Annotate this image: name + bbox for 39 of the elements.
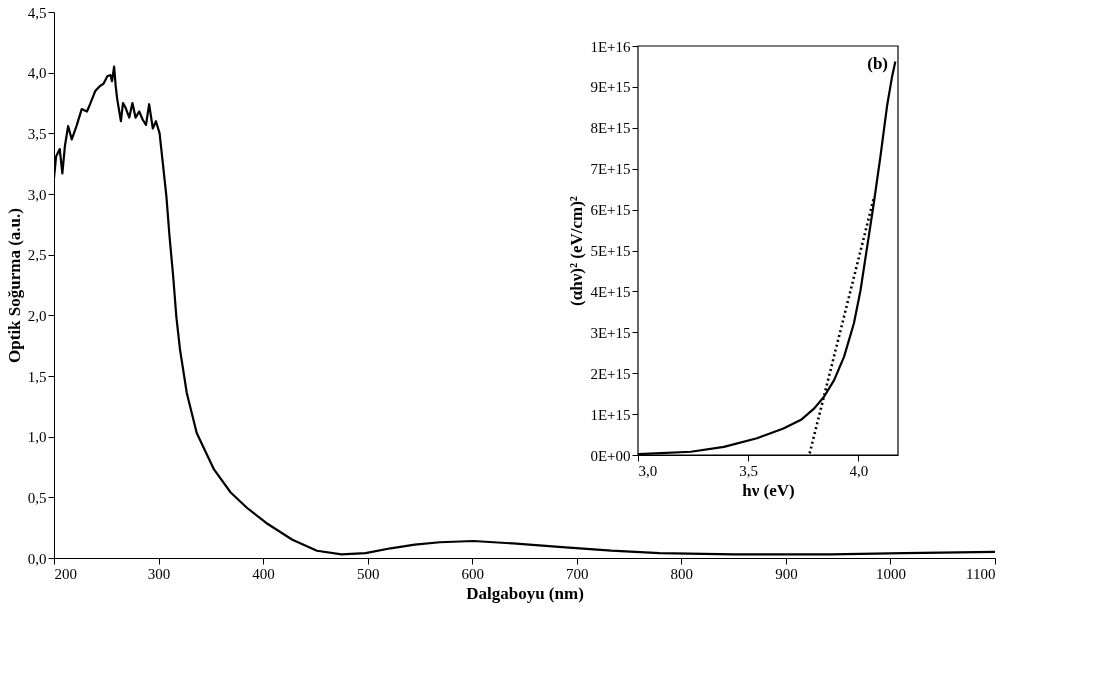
y-tick-label: 2,5 [27,247,47,264]
y-tick-label: 0E+00 [590,447,631,464]
x-tick-label: 3,0 [638,462,658,479]
x-tick-label: 1100 [966,565,996,582]
x-tick-label: 400 [252,565,275,582]
x-tick-label: 1000 [875,565,906,582]
y-tick-label: 1E+15 [590,406,631,423]
x-tick-label: 3,5 [739,462,759,479]
y-tick-label: 4,5 [27,4,47,21]
x-axis-title: Dalgaboyu (nm) [466,583,584,603]
y-tick-label: 1,0 [27,429,47,446]
y-tick-label: 0,0 [27,550,47,567]
y-tick-label: 4E+15 [590,283,631,300]
y-tick-label: 6E+15 [590,202,631,219]
x-tick-label: 800 [670,565,694,582]
x-tick-label: 4,0 [849,462,869,479]
x-tick-label: 600 [461,565,484,582]
x-tick-label: 500 [356,565,380,582]
y-tick-label: 2,0 [27,307,47,324]
y-tick-label: 7E+15 [590,161,631,178]
x-tick-label: 300 [147,565,171,582]
y-tick-label: 2E+15 [590,365,631,382]
y-tick-label: 5E+15 [590,243,631,259]
x-tick-label: 700 [566,565,589,582]
x-tick-label: 900 [775,565,798,582]
y-tick-label: 3E+15 [590,324,631,341]
y-tick-label: 1E+16 [590,38,631,55]
y-tick-label: 3,5 [27,125,47,142]
y-axis-title: Optik Soğurma (a.u.) [4,208,24,363]
y-tick-label: 1,5 [27,368,47,385]
y-tick-label: 3,0 [27,186,47,203]
y-tick-label: 4,0 [27,65,47,82]
y-axis-title: (αhν)² (eV/cm)² [567,196,587,306]
y-tick-label: 8E+15 [590,120,631,137]
y-tick-label: 9E+15 [590,79,631,96]
y-tick-label: 0,5 [27,489,47,506]
x-axis-title: hν (eV) [742,480,795,500]
x-tick-label: 200 [54,565,77,582]
annotation: (b) [867,54,888,73]
